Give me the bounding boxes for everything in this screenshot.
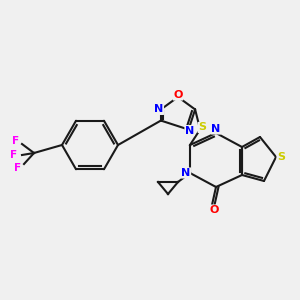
Text: O: O [209,205,219,215]
Text: F: F [12,136,20,146]
Text: N: N [154,104,164,114]
Text: N: N [185,126,194,136]
Text: F: F [14,163,22,173]
Text: S: S [198,122,206,132]
Text: F: F [11,150,18,160]
Text: O: O [173,90,183,100]
Text: S: S [277,152,285,162]
Text: N: N [212,124,220,134]
Text: N: N [182,168,190,178]
